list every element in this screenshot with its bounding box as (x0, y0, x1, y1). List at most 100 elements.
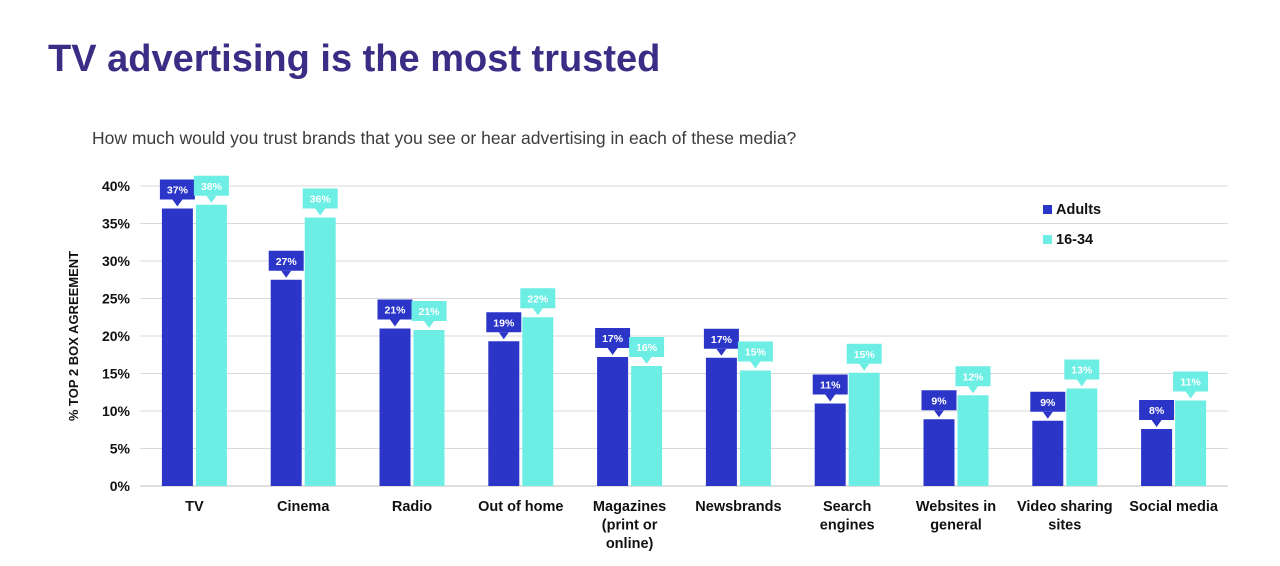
bar-16-34 (304, 217, 336, 486)
x-category-label: Newsbrands (695, 499, 781, 515)
data-label-pointer (1042, 411, 1053, 419)
bar-16-34 (848, 372, 880, 486)
data-label-box (812, 374, 848, 395)
data-label: 11% (820, 380, 841, 392)
x-category-label: Out of home (478, 499, 563, 515)
data-label-pointer (607, 348, 618, 355)
x-category-label: (print or (602, 518, 658, 534)
data-label: 37% (167, 185, 189, 197)
bar-16-34 (739, 370, 771, 486)
data-label-pointer (968, 386, 978, 394)
y-tick-label: 40% (102, 178, 131, 194)
x-category-label: Cinema (277, 499, 330, 515)
y-tick-label: 25% (102, 291, 131, 307)
bar-adults (270, 279, 302, 486)
data-label-pointer (641, 357, 652, 364)
data-label: 13% (1071, 365, 1093, 377)
data-label: 21% (418, 306, 440, 318)
data-label-pointer (825, 394, 836, 402)
x-category-label: TV (185, 499, 204, 515)
gridlines (140, 185, 1228, 487)
data-label-box (846, 343, 882, 364)
legend-label: Adults (1056, 202, 1101, 218)
bar-adults (379, 328, 411, 486)
data-label-box (629, 337, 665, 357)
data-label-pointer (206, 195, 217, 203)
data-label: 17% (602, 333, 624, 345)
x-category-label: online) (606, 536, 654, 552)
y-axis-ticks: 0% 5% 10% 15% 20% 25% 30% 35% 40% (102, 178, 131, 494)
data-label-pointer (315, 208, 326, 216)
bar-16-34 (195, 204, 227, 486)
data-label-box (377, 299, 413, 320)
bar-adults (597, 357, 629, 486)
data-label-pointer (532, 308, 543, 316)
bar-16-34 (1175, 400, 1207, 486)
y-tick-label: 35% (102, 216, 131, 232)
data-label-pointer (859, 363, 870, 371)
x-axis-categories: TV Cinema Radio Out of home Magazines (print … (185, 499, 1219, 552)
bar-16-34 (957, 395, 989, 486)
bar-16-34 (522, 317, 554, 486)
data-label: 9% (1040, 397, 1056, 409)
data-label-box (703, 328, 739, 349)
data-label: 19% (493, 317, 515, 329)
data-label-pointer (750, 361, 761, 369)
data-label: 8% (1149, 405, 1165, 417)
legend: Adults 16-34 (1043, 202, 1101, 248)
data-label: 11% (1180, 377, 1201, 389)
x-category-label: Search (823, 499, 871, 515)
x-category-label: Video sharing (1017, 499, 1113, 515)
bar-adults (488, 341, 520, 486)
data-label-box (921, 390, 957, 411)
data-label-box (486, 312, 522, 333)
x-category-label: Magazines (593, 499, 666, 515)
data-label-pointer (1185, 391, 1196, 399)
bar-adults (1141, 429, 1173, 486)
x-category-label: Websites in (916, 499, 996, 515)
x-category-label: engines (820, 518, 875, 534)
data-label-pointer (390, 319, 400, 327)
data-label-box (411, 301, 447, 321)
bar-adults (923, 419, 955, 486)
y-tick-label: 5% (110, 441, 131, 457)
chart-subtitle: How much would you trust brands that you… (92, 128, 797, 148)
data-label-box (955, 366, 991, 387)
data-label: 22% (527, 293, 549, 305)
data-label-box (302, 188, 338, 209)
data-label-pointer (1151, 420, 1162, 427)
data-label: 15% (745, 347, 767, 359)
data-label: 21% (384, 305, 406, 317)
data-label-box (268, 250, 304, 271)
bar-16-34 (413, 330, 445, 486)
y-axis-label: % TOP 2 BOX AGREEMENT (66, 251, 81, 421)
data-label-box (1064, 359, 1100, 380)
data-label-pointer (281, 270, 292, 278)
bar-adults (814, 403, 846, 486)
data-label-box (595, 328, 631, 348)
data-label-box (1173, 371, 1209, 392)
data-label: 12% (962, 371, 984, 383)
y-tick-label: 20% (102, 328, 131, 344)
data-labels: 37% 38% 27% 36% 21% 21% 19% 22% 17% 16% 17% 15% 11% 1… (159, 175, 1209, 427)
data-label-box (1030, 391, 1066, 412)
data-label-box (159, 179, 195, 200)
data-label-box (1139, 400, 1175, 420)
x-category-label: general (930, 518, 982, 534)
data-label-pointer (934, 410, 944, 418)
y-tick-label: 0% (110, 478, 131, 494)
legend-swatch (1043, 205, 1052, 214)
bar-16-34 (1066, 388, 1098, 486)
data-label-pointer (424, 321, 434, 328)
data-label-box (737, 341, 773, 362)
bar-adults (1032, 420, 1064, 486)
data-label: 27% (276, 256, 298, 268)
data-label: 36% (310, 194, 332, 206)
bars (161, 204, 1207, 486)
data-label: 38% (201, 181, 223, 193)
data-label-box (193, 175, 229, 196)
y-tick-label: 30% (102, 253, 131, 269)
x-category-label: Radio (392, 499, 432, 515)
x-category-label: sites (1048, 518, 1081, 534)
